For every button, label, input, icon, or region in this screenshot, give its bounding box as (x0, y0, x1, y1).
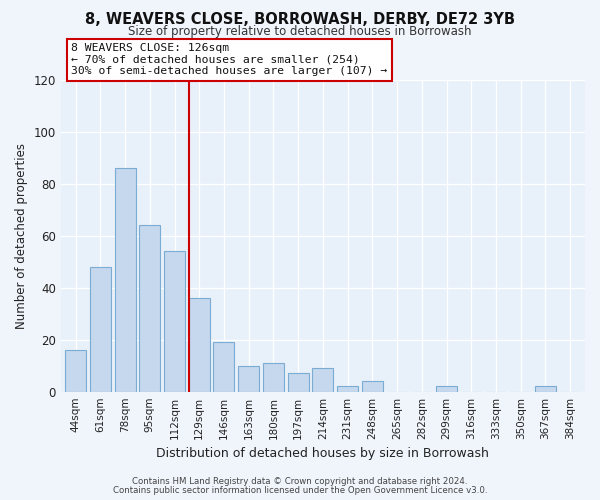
Bar (263, 363, 284, 392)
Text: Contains public sector information licensed under the Open Government Licence v3: Contains public sector information licen… (113, 486, 487, 495)
Text: Size of property relative to detached houses in Borrowash: Size of property relative to detached ho… (128, 25, 472, 38)
Bar (287, 374, 308, 392)
Y-axis label: Number of detached properties: Number of detached properties (15, 142, 28, 328)
Bar (436, 386, 457, 392)
Bar (115, 168, 136, 392)
Bar (90, 267, 111, 392)
X-axis label: Distribution of detached houses by size in Borrowash: Distribution of detached houses by size … (157, 447, 490, 460)
Bar (362, 382, 383, 392)
Bar (313, 368, 334, 392)
Bar (139, 225, 160, 392)
Bar (214, 342, 235, 392)
Text: 8 WEAVERS CLOSE: 126sqm
← 70% of detached houses are smaller (254)
30% of semi-d: 8 WEAVERS CLOSE: 126sqm ← 70% of detache… (71, 43, 388, 76)
Bar (238, 366, 259, 392)
Bar (535, 386, 556, 392)
Bar (65, 350, 86, 392)
Bar (337, 386, 358, 392)
Bar (164, 251, 185, 392)
Bar (189, 298, 210, 392)
Text: Contains HM Land Registry data © Crown copyright and database right 2024.: Contains HM Land Registry data © Crown c… (132, 478, 468, 486)
Text: 8, WEAVERS CLOSE, BORROWASH, DERBY, DE72 3YB: 8, WEAVERS CLOSE, BORROWASH, DERBY, DE72… (85, 12, 515, 28)
